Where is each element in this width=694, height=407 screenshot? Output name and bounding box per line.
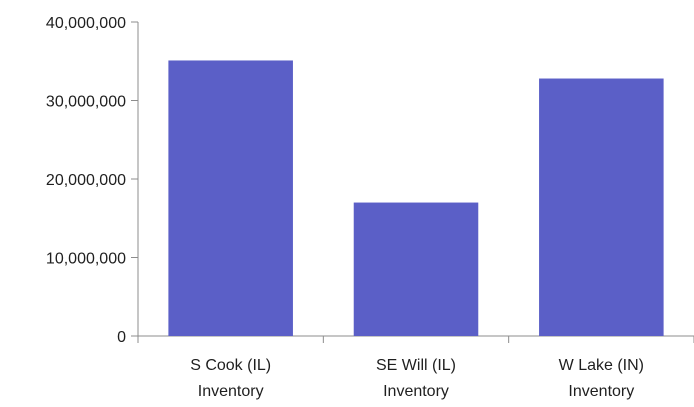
y-tick-label: 0 xyxy=(117,329,126,346)
x-tick-labels: S Cook (IL) Inventory SE Will (IL) Inventor… xyxy=(190,357,644,400)
x-tick-label: SE Will (IL) xyxy=(376,357,456,374)
x-tick-label: W Lake (IN) xyxy=(559,357,644,374)
y-axis: 0 10,000,000 20,000,000 30,000,000 40,000,00… xyxy=(46,15,139,346)
bar xyxy=(168,60,293,337)
x-axis xyxy=(137,335,694,343)
bar xyxy=(353,202,479,336)
x-tick-label: S Cook (IL) xyxy=(190,357,271,374)
bar xyxy=(539,78,664,337)
y-tick-label: 30,000,000 xyxy=(46,94,126,111)
y-tick-label: 20,000,000 xyxy=(46,172,126,189)
x-tick-label: Inventory xyxy=(568,383,634,400)
y-tick-label: 10,000,000 xyxy=(46,251,126,268)
bars xyxy=(168,60,664,337)
x-tick-label: Inventory xyxy=(383,383,449,400)
y-tick-label: 40,000,000 xyxy=(46,15,126,32)
x-tick-label: Inventory xyxy=(198,383,264,400)
